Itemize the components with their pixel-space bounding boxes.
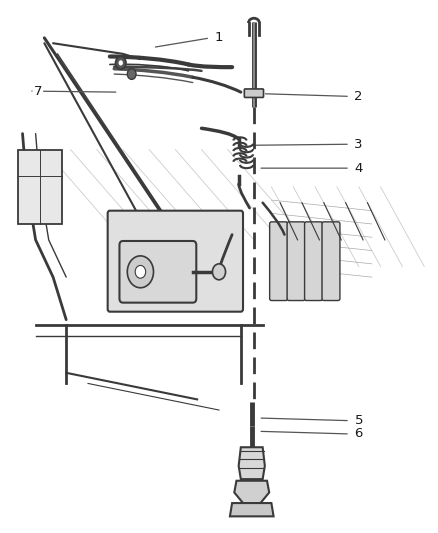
Polygon shape xyxy=(234,481,269,503)
FancyBboxPatch shape xyxy=(270,222,288,301)
Text: 2: 2 xyxy=(354,90,363,103)
FancyBboxPatch shape xyxy=(244,89,264,98)
Text: 5: 5 xyxy=(354,414,363,427)
Circle shape xyxy=(212,264,226,280)
Text: 6: 6 xyxy=(354,427,363,440)
Circle shape xyxy=(127,69,136,79)
Text: 7: 7 xyxy=(34,85,42,98)
FancyBboxPatch shape xyxy=(304,222,322,301)
Circle shape xyxy=(127,256,153,288)
FancyBboxPatch shape xyxy=(322,222,340,301)
Circle shape xyxy=(119,60,123,66)
Text: 1: 1 xyxy=(215,31,223,44)
Circle shape xyxy=(135,265,146,278)
Polygon shape xyxy=(239,447,265,479)
Polygon shape xyxy=(230,503,274,516)
FancyBboxPatch shape xyxy=(120,241,196,303)
FancyBboxPatch shape xyxy=(18,150,62,224)
Text: 3: 3 xyxy=(354,138,363,151)
Text: 4: 4 xyxy=(354,161,363,175)
FancyBboxPatch shape xyxy=(287,222,305,301)
Circle shape xyxy=(116,56,126,69)
FancyBboxPatch shape xyxy=(108,211,243,312)
